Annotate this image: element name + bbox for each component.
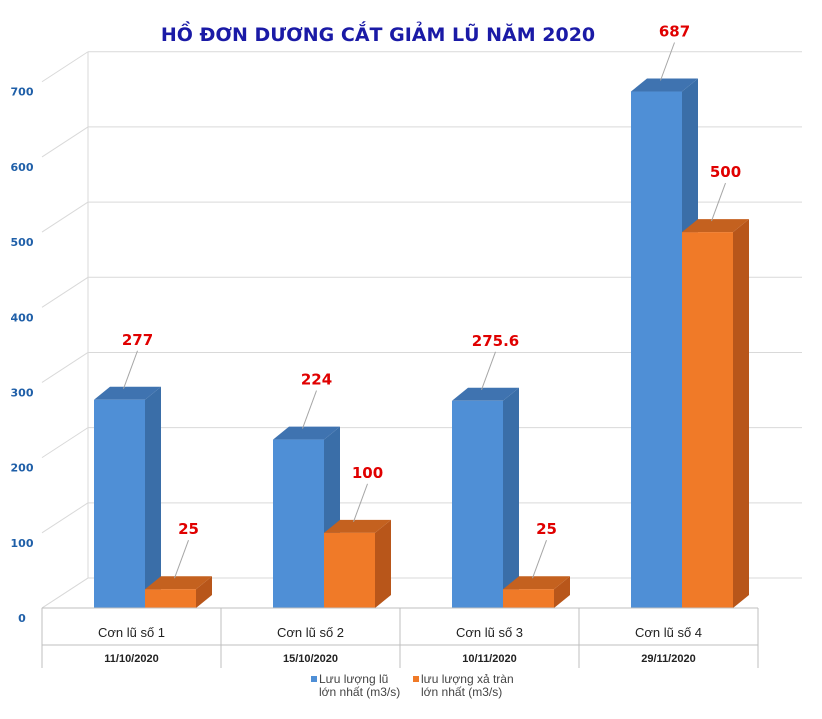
bar-top (324, 519, 391, 533)
category-date-label: 29/11/2020 (641, 653, 695, 665)
chart-title: HỒ ĐƠN DƯƠNG CẮT GIẢM LŨ NĂM 2020 (161, 20, 595, 46)
bar-top (94, 386, 161, 400)
data-labels: 277 25 224 100 275.6 25 687 500 (122, 23, 741, 579)
category-label: Cơn lũ số 2 (277, 625, 344, 640)
bar (145, 576, 212, 608)
bar-top (145, 576, 212, 590)
data-label: 100 (352, 464, 383, 482)
leader-line (123, 350, 138, 389)
y-tick-label: 300 (11, 386, 34, 399)
y-tick-label: 600 (11, 161, 34, 174)
category-label: Cơn lũ số 1 (98, 625, 165, 640)
bar-side (733, 219, 749, 608)
bar-side (375, 519, 391, 608)
legend-swatch (311, 676, 317, 682)
y-tick-label: 0 (18, 612, 26, 625)
bar (503, 576, 570, 608)
bar-front (94, 399, 145, 608)
bar-front (324, 532, 375, 608)
data-label: 500 (710, 163, 741, 181)
bar-side (145, 386, 161, 608)
category-label: Cơn lũ số 3 (456, 625, 523, 640)
bars (94, 78, 749, 608)
y-tick-label: 500 (11, 236, 34, 249)
data-label: 687 (659, 23, 690, 41)
leader-line (353, 483, 368, 522)
bar (631, 78, 698, 608)
leader-line (174, 540, 189, 579)
bar-front (273, 439, 324, 608)
data-label: 275.6 (472, 332, 519, 350)
bar-side (554, 576, 570, 608)
legend-label: lưu lượng xả tràn (421, 672, 514, 686)
bar-side (503, 387, 519, 608)
leader-line (302, 390, 317, 429)
leader-line (660, 42, 675, 81)
category-label: Cơn lũ số 4 (635, 625, 702, 640)
bar-front (503, 589, 554, 608)
bar-front (145, 589, 196, 608)
bar-top (452, 387, 519, 401)
data-label: 25 (178, 520, 199, 538)
bar-top (273, 426, 340, 440)
leader-line (711, 182, 726, 222)
bar-side (196, 576, 212, 608)
bar-front (682, 232, 733, 608)
category-date-label: 10/11/2020 (462, 653, 516, 665)
category-date-label: 11/10/2020 (104, 653, 158, 665)
data-label: 25 (536, 520, 557, 538)
legend-label: lớn nhất (m3/s) (319, 685, 400, 699)
y-tick-label: 200 (11, 462, 34, 475)
category-date-label: 15/10/2020 (283, 653, 338, 665)
bar (94, 386, 161, 608)
bar (452, 387, 519, 608)
legend-swatch (413, 676, 419, 682)
legend-label: Lưu lượng lũ (319, 672, 388, 686)
bar-top (682, 219, 749, 233)
data-label: 224 (301, 371, 332, 389)
bar-top (631, 78, 698, 92)
y-tick-label: 400 (11, 311, 34, 324)
bar (324, 519, 391, 608)
bar-front (631, 91, 682, 608)
gridline (41, 51, 802, 83)
bar (682, 219, 749, 608)
y-tick-label: 700 (11, 86, 34, 99)
leader-line (481, 351, 496, 390)
y-axis-ticks: 0 100 200 300 400 500 600 700 (11, 86, 34, 625)
bar-top (503, 576, 570, 590)
data-label: 277 (122, 331, 153, 349)
legend-label: lớn nhất (m3/s) (421, 685, 502, 699)
category-table: Cơn lũ số 1 11/10/2020 Cơn lũ số 2 15/10/20… (41, 607, 759, 668)
leader-line (532, 540, 547, 579)
y-tick-label: 100 (11, 537, 34, 550)
bar-front (452, 400, 503, 608)
